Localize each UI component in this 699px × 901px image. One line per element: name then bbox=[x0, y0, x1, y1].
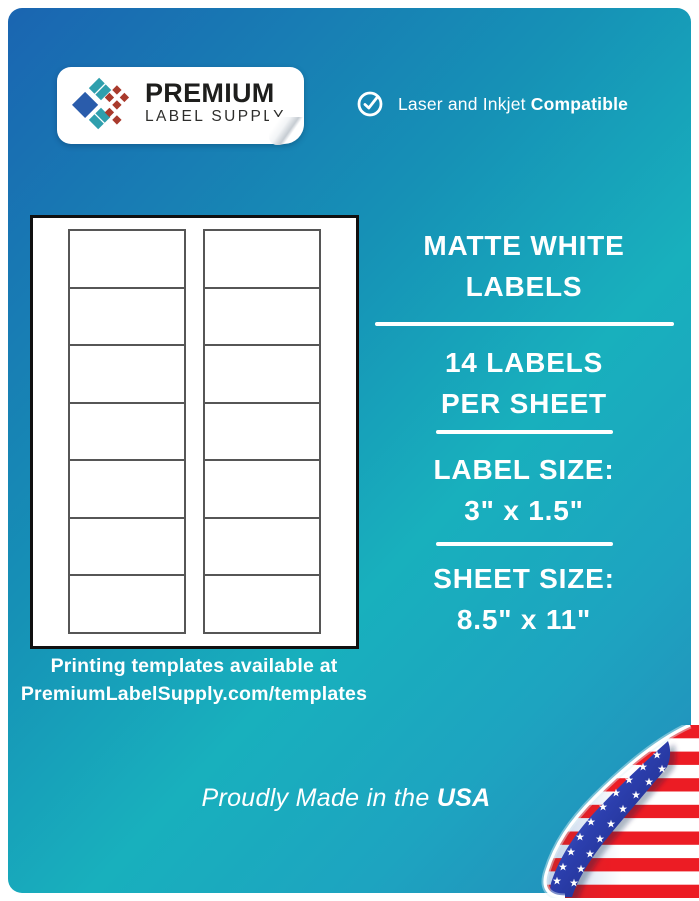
label-count-line2: PER SHEET bbox=[441, 388, 607, 419]
label-column-left bbox=[68, 229, 186, 635]
brand-name-line1: PREMIUM bbox=[145, 78, 275, 108]
compatibility-text-regular: Laser and Inkjet bbox=[398, 93, 526, 114]
compatibility-text-bold: Compatible bbox=[530, 93, 629, 114]
template-note-line1: Printing templates available at bbox=[50, 655, 338, 677]
product-specs: MATTE WHITE LABELS 14 LABELS PER SHEET L… bbox=[373, 225, 675, 640]
label-cell bbox=[203, 229, 321, 289]
label-size-value: 3" x 1.5" bbox=[464, 495, 584, 526]
made-in-bold: USA bbox=[436, 784, 491, 812]
brand-name-line2: LABEL SUPPLY bbox=[145, 108, 286, 125]
label-column-right bbox=[203, 229, 321, 635]
label-cell bbox=[68, 229, 186, 289]
label-cell bbox=[68, 344, 186, 404]
brand-diamond-logo-icon bbox=[72, 77, 130, 130]
product-title-line1: MATTE WHITE bbox=[423, 230, 625, 261]
label-size-heading: LABEL SIZE: bbox=[433, 454, 615, 485]
label-cell bbox=[203, 459, 321, 519]
label-cell bbox=[68, 401, 186, 462]
divider-line bbox=[435, 542, 613, 546]
label-cell bbox=[68, 574, 186, 635]
compatibility-text: Laser and Inkjet Compatible bbox=[398, 94, 628, 115]
divider-line bbox=[435, 430, 613, 434]
template-note-line2: PremiumLabelSupply.com/templates bbox=[20, 682, 368, 705]
label-cell bbox=[68, 459, 186, 519]
sheet-size-heading: SHEET SIZE: bbox=[433, 563, 615, 594]
label-count-line1: 14 LABELS bbox=[444, 347, 604, 378]
label-sheet-diagram bbox=[30, 215, 359, 649]
label-cell bbox=[203, 401, 321, 462]
brand-logo-card: PREMIUM LABEL SUPPLY bbox=[57, 67, 305, 145]
made-in-usa-text: Proudly Made in the USA bbox=[90, 784, 602, 813]
template-note: Printing templates available at PremiumL… bbox=[16, 653, 372, 708]
checkmark-circle-icon bbox=[357, 91, 383, 117]
product-title-line2: LABELS bbox=[465, 271, 583, 302]
label-cell bbox=[203, 574, 321, 635]
brand-logo-text: PREMIUM LABEL SUPPLY bbox=[145, 80, 286, 127]
label-cell bbox=[203, 516, 321, 577]
compatibility-banner: Laser and Inkjet Compatible bbox=[356, 90, 628, 118]
made-in-regular: Proudly Made in the bbox=[201, 784, 430, 812]
sheet-size-value: 8.5" x 11" bbox=[456, 604, 592, 635]
us-flag-page-curl-graphic bbox=[541, 725, 699, 898]
label-cell bbox=[68, 286, 186, 347]
divider-line bbox=[374, 322, 674, 326]
label-cell bbox=[203, 286, 321, 347]
label-cell bbox=[203, 344, 321, 404]
label-cell bbox=[68, 516, 186, 577]
